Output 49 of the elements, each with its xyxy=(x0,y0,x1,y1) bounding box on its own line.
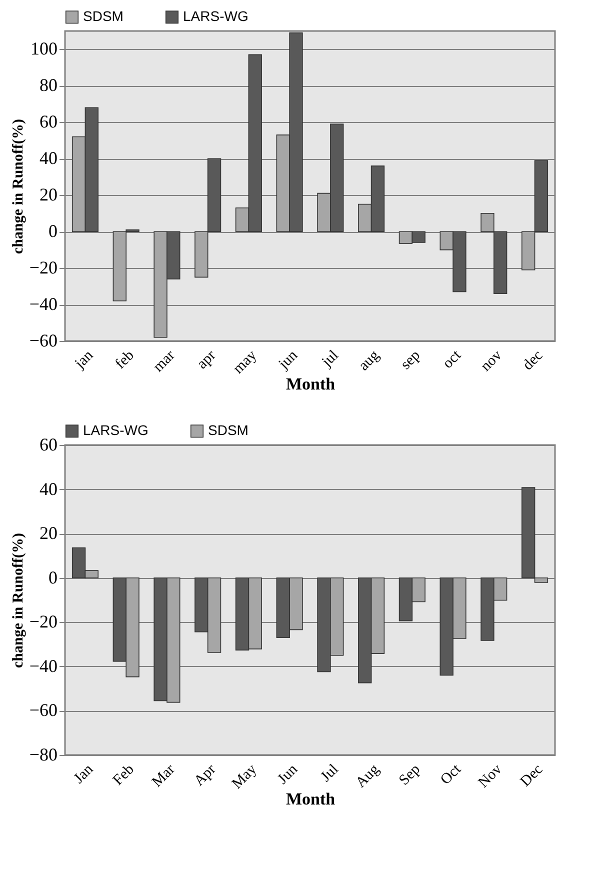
y-tick-label: 60 xyxy=(40,112,58,132)
y-tick-label: 20 xyxy=(40,523,58,544)
y-tick-label: −40 xyxy=(29,294,58,314)
x-tick-label: Jun xyxy=(274,761,302,788)
x-tick-label: Aug xyxy=(353,761,383,792)
y-tick-label: −60 xyxy=(29,330,58,350)
x-tick-label: Oct xyxy=(438,760,465,788)
legend-label: SDSM xyxy=(83,8,124,24)
x-tick-label: Sep xyxy=(396,762,424,789)
x-tick-label: jul xyxy=(318,348,342,371)
x-tick-label: apr xyxy=(194,348,220,372)
x-tick-label: nov xyxy=(478,347,506,375)
y-tick-label: −80 xyxy=(29,744,58,764)
y-tick-label: 60 xyxy=(40,434,58,454)
y-tick-label: −40 xyxy=(29,656,58,676)
y-tick-label: 20 xyxy=(40,184,58,205)
y-axis-title: change in Runoff(%) xyxy=(10,532,26,668)
x-tick-label: jan xyxy=(72,347,97,372)
x-tick-label: Dec xyxy=(518,761,546,790)
x-axis-title: Month xyxy=(286,790,336,809)
y-axis-title: change in Runoff(%) xyxy=(10,118,26,254)
x-tick-label: Jul xyxy=(318,762,342,786)
x-tick-label: oct xyxy=(440,346,465,372)
y-tick-label: 100 xyxy=(30,38,58,59)
x-tick-label: mar xyxy=(150,348,178,376)
x-tick-label: dec xyxy=(520,347,546,374)
x-tick-label: may xyxy=(230,347,260,378)
x-tick-label: Feb xyxy=(110,762,138,789)
legend-label: LARS-WG xyxy=(83,422,148,438)
x-tick-label: jun xyxy=(275,347,302,374)
x-axis-title: Month xyxy=(286,374,336,394)
y-tick-label: −20 xyxy=(29,258,58,278)
x-tick-label: Mar xyxy=(149,762,178,790)
x-tick-label: May xyxy=(229,761,260,792)
x-tick-label: sep xyxy=(398,348,424,373)
y-tick-label: 40 xyxy=(40,478,58,499)
y-tick-label: 40 xyxy=(40,148,58,168)
x-tick-label: Apr xyxy=(191,761,220,790)
y-tick-label: 0 xyxy=(48,567,58,588)
x-tick-label: Nov xyxy=(476,761,506,792)
y-tick-label: −20 xyxy=(29,612,58,632)
y-tick-label: 0 xyxy=(48,221,58,242)
x-tick-label: aug xyxy=(356,347,383,374)
legend-label: SDSM xyxy=(208,422,248,438)
y-tick-label: −60 xyxy=(29,700,58,720)
legend-label: LARS-WG xyxy=(183,8,248,24)
x-tick-label: feb xyxy=(112,348,138,372)
x-tick-label: Jan xyxy=(71,761,97,787)
y-tick-label: 80 xyxy=(40,75,58,96)
